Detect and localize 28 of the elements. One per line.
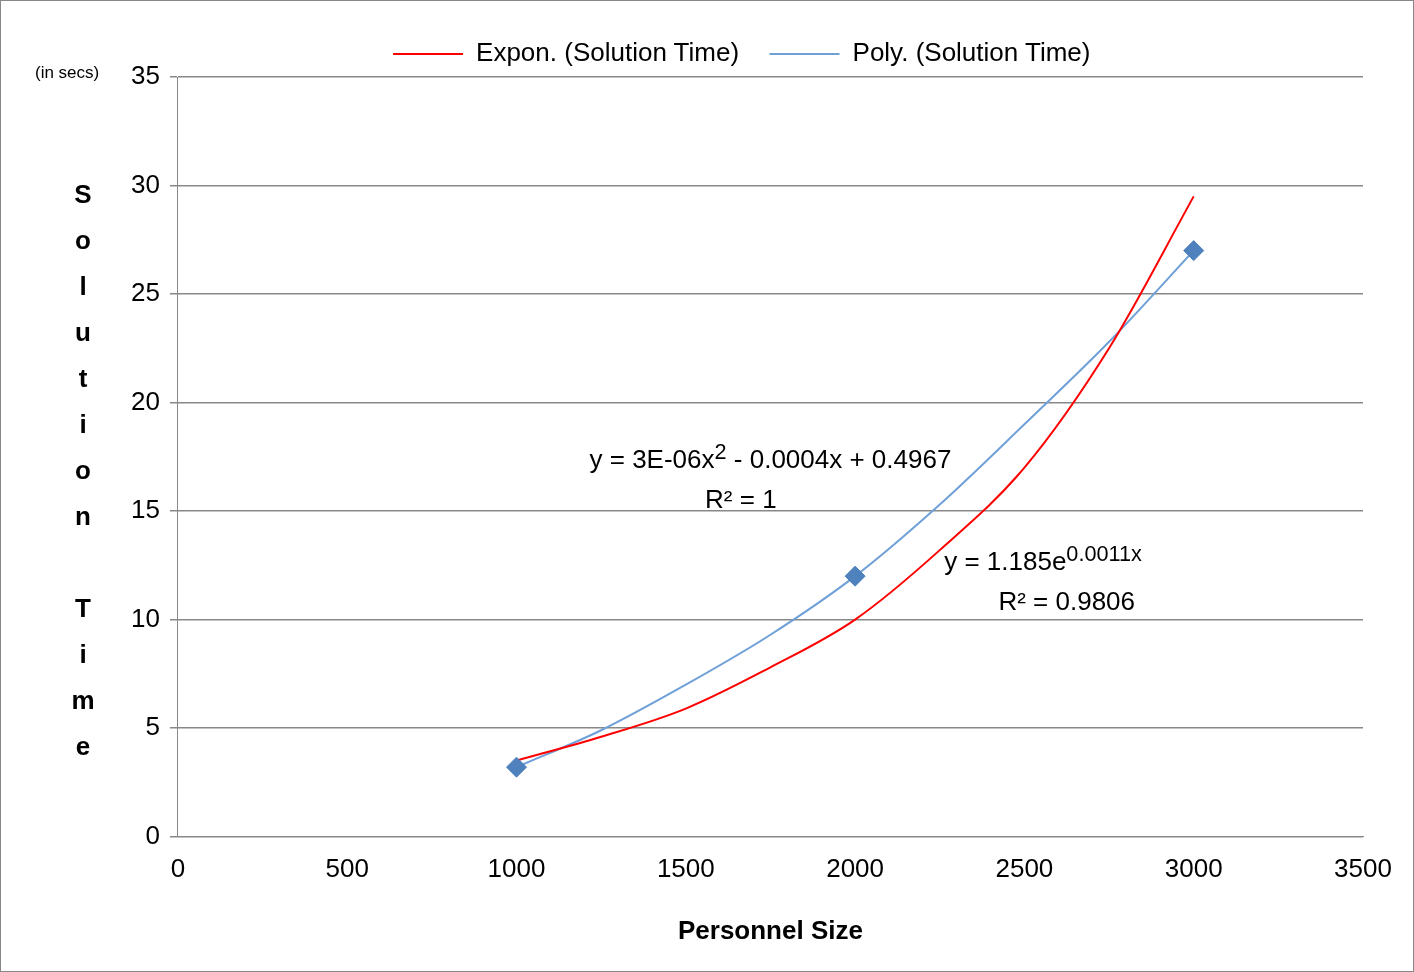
annotation: y = 3E-06x$^{2}$ - 0.0004x + 0.4967 <box>589 438 952 476</box>
y-tick-label: 35 <box>131 60 160 91</box>
x-tick-label: 500 <box>325 853 369 884</box>
annotation: R² = 0.9806 <box>998 585 1136 617</box>
x-tick-label: 0 <box>170 853 186 884</box>
y-tick-label: 20 <box>131 385 160 416</box>
y-tick-label: 5 <box>145 711 160 742</box>
legend-label: Expon. (Solution Time) <box>476 37 740 68</box>
point <box>506 756 528 778</box>
point <box>844 565 866 587</box>
x-tick-label: 1000 <box>487 853 546 884</box>
annotation: R² = 1 <box>705 483 777 515</box>
x-tick-label: 1500 <box>656 853 715 884</box>
x-tick-label: 3500 <box>1334 853 1392 884</box>
x-axis-title: Personnel Size <box>677 914 863 945</box>
x-tick-label: 2000 <box>826 853 885 884</box>
x-tick-label: 3000 <box>1164 853 1223 884</box>
legend-label: Poly. (Solution Time) <box>852 37 1091 68</box>
text: (in secs) <box>35 63 100 83</box>
annotation: y = 1.185e$^{0.0011x}$ <box>944 541 1142 578</box>
y-tick-label: 30 <box>131 168 160 199</box>
y-tick-label: 15 <box>131 494 160 525</box>
y-tick-label: 10 <box>131 602 160 633</box>
y-tick-label: 25 <box>131 277 160 308</box>
y-tick-label: 0 <box>145 819 160 850</box>
x-tick-label: 2500 <box>995 853 1054 884</box>
point <box>1183 240 1205 262</box>
text: Solution Time <box>71 179 95 761</box>
